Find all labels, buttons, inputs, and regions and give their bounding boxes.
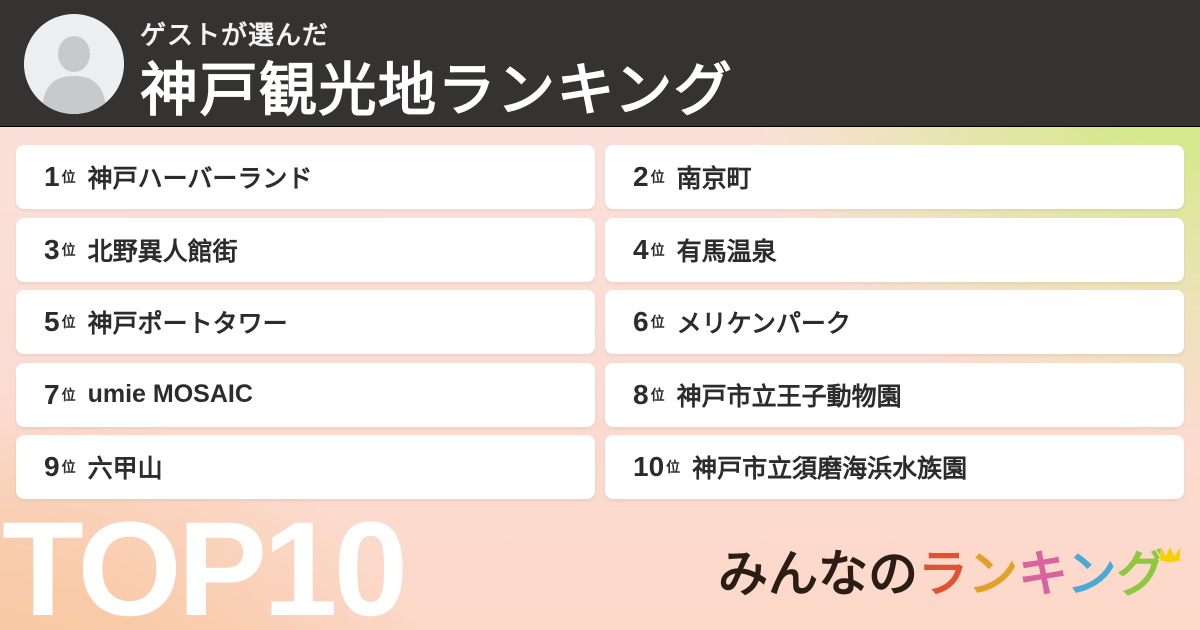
svg-text:みんなのランキング: みんなのランキング <box>718 546 1167 602</box>
